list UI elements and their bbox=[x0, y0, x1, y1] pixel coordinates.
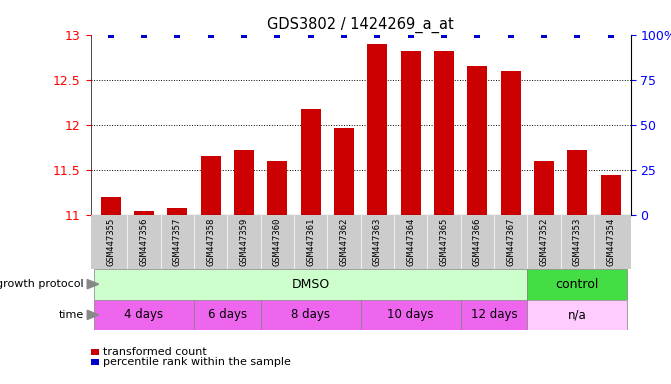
Bar bbox=[568, 150, 587, 215]
Point bbox=[505, 32, 516, 38]
Text: GSM447365: GSM447365 bbox=[440, 218, 448, 266]
Text: GSM447353: GSM447353 bbox=[573, 218, 582, 266]
Point bbox=[605, 32, 616, 38]
Text: GSM447360: GSM447360 bbox=[273, 218, 282, 266]
Text: n/a: n/a bbox=[568, 308, 586, 321]
Point bbox=[539, 32, 550, 38]
Text: GSM447356: GSM447356 bbox=[140, 218, 148, 266]
Bar bbox=[527, 300, 627, 330]
Bar bbox=[267, 161, 287, 215]
Bar bbox=[361, 300, 461, 330]
Bar bbox=[501, 71, 521, 215]
Bar bbox=[167, 208, 187, 215]
Text: GSM447354: GSM447354 bbox=[606, 218, 615, 266]
Text: percentile rank within the sample: percentile rank within the sample bbox=[103, 357, 291, 367]
Point bbox=[405, 32, 416, 38]
Bar bbox=[134, 210, 154, 215]
Bar bbox=[301, 109, 321, 215]
Bar bbox=[94, 300, 194, 330]
Text: GSM447359: GSM447359 bbox=[240, 218, 248, 266]
Bar bbox=[534, 161, 554, 215]
Point bbox=[339, 32, 350, 38]
Bar bbox=[94, 269, 527, 300]
Point bbox=[272, 32, 282, 38]
Bar bbox=[260, 300, 361, 330]
Bar bbox=[201, 156, 221, 215]
Text: GSM447367: GSM447367 bbox=[506, 218, 515, 266]
Point bbox=[239, 32, 250, 38]
Text: GSM447366: GSM447366 bbox=[473, 218, 482, 266]
Text: DMSO: DMSO bbox=[291, 278, 329, 291]
Bar bbox=[468, 66, 487, 215]
Text: control: control bbox=[556, 278, 599, 291]
Bar bbox=[527, 269, 627, 300]
Point bbox=[305, 32, 316, 38]
Point bbox=[472, 32, 482, 38]
Bar bbox=[367, 44, 387, 215]
Point bbox=[439, 32, 450, 38]
Bar bbox=[334, 128, 354, 215]
Text: 6 days: 6 days bbox=[208, 308, 247, 321]
Point bbox=[372, 32, 382, 38]
Bar bbox=[101, 197, 121, 215]
Text: GSM447364: GSM447364 bbox=[406, 218, 415, 266]
Text: 10 days: 10 days bbox=[387, 308, 434, 321]
Text: GSM447362: GSM447362 bbox=[340, 218, 348, 266]
Point bbox=[572, 32, 582, 38]
Bar bbox=[194, 300, 260, 330]
Point bbox=[105, 32, 116, 38]
Text: 4 days: 4 days bbox=[124, 308, 164, 321]
Title: GDS3802 / 1424269_a_at: GDS3802 / 1424269_a_at bbox=[267, 17, 454, 33]
Text: GSM447361: GSM447361 bbox=[306, 218, 315, 266]
Text: GSM447363: GSM447363 bbox=[373, 218, 382, 266]
Text: GSM447352: GSM447352 bbox=[539, 218, 549, 266]
Text: GSM447355: GSM447355 bbox=[106, 218, 115, 266]
Bar bbox=[234, 150, 254, 215]
Text: 12 days: 12 days bbox=[471, 308, 517, 321]
Text: GSM447358: GSM447358 bbox=[206, 218, 215, 266]
Bar bbox=[401, 51, 421, 215]
Point bbox=[139, 32, 150, 38]
Bar bbox=[461, 300, 527, 330]
Text: transformed count: transformed count bbox=[103, 347, 207, 357]
Text: time: time bbox=[58, 310, 84, 320]
Bar bbox=[434, 51, 454, 215]
Point bbox=[205, 32, 216, 38]
Text: growth protocol: growth protocol bbox=[0, 279, 84, 289]
Text: 8 days: 8 days bbox=[291, 308, 330, 321]
Bar bbox=[601, 175, 621, 215]
Point bbox=[172, 32, 183, 38]
Text: GSM447357: GSM447357 bbox=[172, 218, 182, 266]
